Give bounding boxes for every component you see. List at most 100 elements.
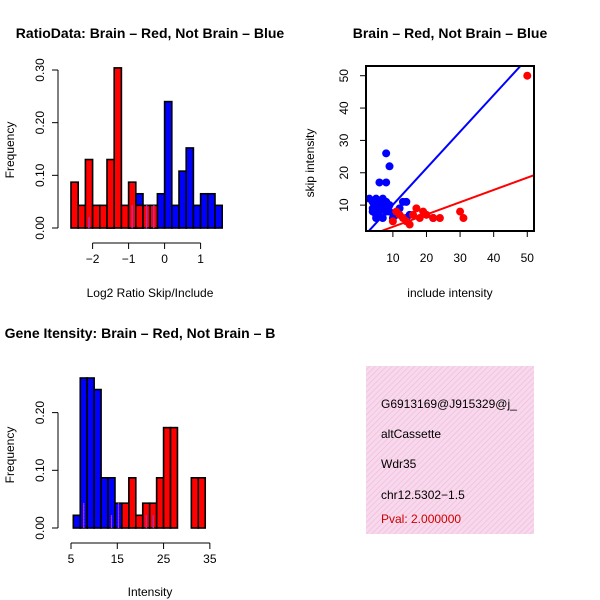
scatter-point-red-6 [409, 210, 418, 219]
intensity-y-tick-label-0: 0.00 [33, 516, 47, 540]
intensity-bar-overlap-1 [110, 515, 113, 529]
ratio-x-tick-label-0: −2 [86, 252, 100, 266]
intensity-y-tick-label-1: 0.10 [33, 458, 47, 482]
ratio-histogram-ylabel: Frequency [3, 122, 17, 179]
scatter-point-red-15 [523, 71, 532, 80]
intensity-y-tick-label-2: 0.20 [33, 401, 47, 425]
ratio-x-tick-label-1: −1 [122, 252, 136, 266]
scatter-point-blue-16 [382, 149, 391, 158]
ratio-histogram-title: RatioData: Brain – Red, Not Brain – Blue [16, 25, 285, 41]
intensity-bar-red-7 [169, 426, 179, 529]
intensity-histogram-title: Gene Itensity: Brain – Red, Not Brain – … [5, 325, 276, 341]
scatter-y-tick-label-1: 20 [337, 166, 351, 180]
info-location: chr12.5302−1.5 [381, 488, 465, 502]
scatter-point-red-14 [459, 214, 468, 223]
ratio-bar-overlap-3 [152, 205, 155, 229]
intensity-histogram-xlabel: Intensity [128, 585, 173, 599]
intensity-bar-red-8 [190, 477, 200, 529]
ratio-bar-red-9 [135, 204, 144, 229]
intensity-bar-blue-0 [72, 514, 82, 529]
intensity-bar-overlap-4 [152, 515, 154, 529]
info-probe-id: G6913169@J915329@j_ [381, 397, 517, 411]
ratio-histogram-bars [70, 67, 223, 229]
ratio-histogram-axes: −2 −1 0 1 0.00 0.10 0.20 0.30 [33, 58, 204, 266]
scatter-plot-area [365, 65, 535, 232]
intensity-x-tick-label-1: 15 [111, 552, 125, 566]
scatter-clipped-area [366, 66, 534, 231]
scatter-y-tick-label-0: 10 [337, 198, 351, 212]
ratio-bar-red-5 [106, 158, 115, 229]
ratio-bar-red-6 [113, 67, 123, 229]
scatter-point-red-11 [429, 214, 438, 223]
scatter-point-blue-20 [385, 162, 394, 171]
intensity-bar-red-6 [162, 426, 172, 529]
scatter-title: Brain – Red, Not Brain – Blue [353, 25, 548, 41]
scatter-point-red-13 [456, 207, 465, 216]
ratio-bar-blue-4 [156, 192, 166, 229]
intensity-bar-overlap-3 [145, 515, 147, 529]
scatter-point-blue-14 [378, 214, 387, 223]
info-panel: G6913169@J915329@j_ altCassette Wdr35 ch… [366, 366, 534, 534]
intensity-bar-red-2 [135, 514, 144, 529]
ratio-histogram-xlabel: Log2 Ratio Skip/Include [87, 286, 214, 300]
ratio-y-tick-label-1: 0.10 [33, 163, 47, 187]
ratio-bar-blue-10 [199, 192, 209, 229]
ratio-y-tick-label-2: 0.20 [33, 111, 47, 135]
scatter-x-tick-label-3: 40 [487, 251, 501, 265]
ratio-bar-overlap-1 [131, 205, 134, 229]
scatter-point-blue-27 [402, 197, 411, 206]
ratio-bar-blue-5 [163, 100, 173, 229]
ratio-y-tick-label-3: 0.30 [33, 58, 47, 82]
scatter-x-tick-label-4: 50 [521, 251, 535, 265]
ratio-y-tick-label-0: 0.00 [33, 216, 47, 240]
scatter-point-red-7 [412, 204, 421, 213]
info-pval: Pval: 2.000000 [381, 512, 461, 526]
intensity-bar-red-0 [121, 502, 130, 529]
info-panel-background [366, 366, 534, 534]
scatter-point-blue-19 [382, 178, 391, 187]
scatter-x-tick-label-0: 10 [386, 251, 400, 265]
intensity-histogram-panel: Gene Itensity: Brain – Red, Not Brain – … [3, 325, 275, 599]
info-event-type: altCassette [381, 427, 441, 441]
scatter-y-tick-label-4: 50 [337, 69, 351, 83]
scatter-y-tick-label-2: 30 [337, 133, 351, 147]
scatter-ylabel: skip intensity [303, 129, 317, 198]
scatter-x-tick-label-1: 20 [420, 251, 434, 265]
ratio-bar-blue-6 [171, 204, 180, 229]
ratio-histogram-panel: RatioData: Brain – Red, Not Brain – Blue… [3, 25, 284, 300]
intensity-bar-overlap-0 [83, 502, 85, 529]
ratio-bar-red-0 [70, 181, 79, 229]
scatter-plot-border [365, 65, 535, 232]
intensity-histogram-axes: 5 15 25 35 0.00 0.10 0.20 [33, 401, 217, 566]
ratio-bar-red-7 [120, 204, 130, 229]
intensity-bar-blue-2 [86, 377, 95, 529]
ratio-bar-blue-9 [192, 204, 202, 229]
intensity-x-tick-label-2: 25 [157, 552, 171, 566]
info-gene-name: Wdr35 [381, 457, 417, 471]
intensity-x-tick-label-0: 5 [68, 552, 75, 566]
scatter-point-red-5 [405, 220, 414, 229]
ratio-x-tick-label-2: 0 [161, 252, 168, 266]
ratio-bar-red-3 [91, 204, 101, 229]
intensity-bar-red-5 [155, 477, 165, 529]
intensity-histogram-bars [72, 377, 207, 529]
ratio-bar-red-4 [99, 204, 108, 229]
ratio-bar-red-1 [77, 204, 87, 229]
scatter-fit-line-blue [367, 66, 522, 231]
scatter-x-tick-label-2: 30 [453, 251, 467, 265]
scatter-point-red-0 [388, 217, 397, 226]
intensity-histogram-ylabel: Frequency [3, 427, 17, 484]
scatter-point-red-12 [435, 214, 444, 223]
scatter-fit-line-red [378, 174, 534, 231]
ratio-bar-overlap-2 [145, 205, 148, 229]
scatter-xlabel: include intensity [407, 286, 492, 300]
intensity-bar-blue-3 [93, 388, 102, 529]
intensity-bar-red-1 [128, 477, 137, 529]
scatter-point-blue-11 [375, 178, 384, 187]
ratio-bar-blue-11 [207, 192, 216, 229]
scatter-y-tick-label-3: 40 [337, 101, 351, 115]
ratio-bar-blue-12 [214, 204, 223, 229]
ratio-bar-blue-8 [185, 147, 195, 229]
intensity-x-tick-label-3: 35 [203, 552, 217, 566]
